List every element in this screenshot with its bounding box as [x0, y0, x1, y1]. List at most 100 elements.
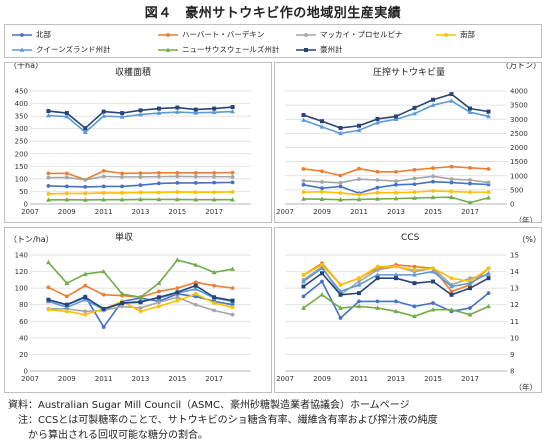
- legend-label-total: 豪州計: [320, 45, 343, 54]
- y-tick-label: 2000: [510, 144, 528, 152]
- data-point-south: [468, 190, 472, 195]
- y-tick-label: 100: [15, 175, 28, 183]
- x-tick-label: 2013: [387, 208, 405, 216]
- data-point-total: [156, 106, 161, 111]
- data-point-queensland: [486, 113, 491, 119]
- data-point-nsw: [449, 194, 454, 200]
- data-point-south: [301, 272, 306, 277]
- data-point-north: [431, 301, 435, 305]
- data-point-north: [193, 181, 198, 185]
- x-tick-label: 2017: [205, 208, 223, 216]
- legend-item-herbert: ハーバート・バーデキン: [157, 29, 264, 40]
- data-point-north: [120, 184, 124, 189]
- data-point-nsw: [467, 312, 473, 317]
- data-point-south: [412, 268, 417, 272]
- data-point-total: [449, 92, 454, 97]
- data-point-nsw: [393, 308, 399, 314]
- data-point-south: [320, 263, 324, 267]
- data-point-south: [431, 189, 435, 193]
- legend-swatch-south: [436, 32, 456, 37]
- data-point-queensland: [46, 113, 51, 118]
- x-tick-label: 2009: [313, 375, 331, 383]
- x-tick-label: 2015: [424, 375, 442, 383]
- data-point-nsw: [174, 257, 180, 262]
- data-point-queensland: [430, 268, 436, 274]
- y-tick-label: 120: [15, 268, 28, 276]
- data-point-herbert: [157, 170, 161, 175]
- chart-svg-1: 圧搾サトウキビ量 （万トン） 0 500 1000 1500 2000 2500 3000 350…: [276, 61, 541, 225]
- data-point-mackay: [83, 309, 88, 314]
- data-point-herbert: [175, 286, 180, 291]
- y-tick-label: 100: [15, 285, 28, 293]
- legend-label-queensland: クイーンズランド州計: [36, 45, 111, 54]
- x-tick-label: 2007: [21, 208, 39, 216]
- data-point-herbert: [449, 289, 454, 294]
- data-point-total: [120, 111, 125, 116]
- data-point-total: [212, 295, 217, 300]
- data-point-mackay: [193, 302, 198, 307]
- data-point-herbert: [46, 171, 51, 176]
- data-point-south: [449, 276, 454, 281]
- series-line-total: [303, 93, 489, 129]
- data-point-queensland: [356, 282, 362, 287]
- y-tick-label: 1000: [510, 172, 528, 180]
- legend-item-south: 南部: [435, 29, 475, 40]
- data-point-herbert: [468, 165, 472, 170]
- data-point-south: [449, 189, 454, 194]
- data-point-total: [468, 286, 472, 291]
- data-point-south: [394, 190, 398, 195]
- y-tick-label: 4000: [510, 88, 528, 96]
- y-tick-label: 10: [510, 334, 519, 342]
- legend-marker-total: [304, 47, 308, 52]
- data-point-mackay: [320, 180, 324, 184]
- data-point-north: [46, 184, 51, 188]
- data-point-mackay: [375, 268, 380, 272]
- data-point-north: [338, 316, 343, 320]
- x-tick-label: 2009: [58, 375, 76, 383]
- y-tick-label: 500: [510, 186, 523, 194]
- legend-item-queensland: クイーンズランド州計: [11, 44, 110, 55]
- data-point-north: [486, 291, 491, 296]
- data-point-north: [375, 185, 380, 190]
- data-point-nsw: [101, 197, 107, 202]
- data-point-queensland: [356, 127, 362, 133]
- data-point-north: [101, 184, 106, 189]
- data-point-south: [138, 190, 143, 195]
- data-point-mackay: [431, 174, 435, 179]
- x-tick-label: 2011: [350, 375, 368, 383]
- chart-svg-0: 収穫面積 （千ha） 0 50 100 150 200 250 300 350 400 450 2007…: [9, 60, 251, 216]
- data-point-nsw: [412, 313, 417, 319]
- data-point-north: [320, 186, 324, 191]
- legend-swatch-nsw: [158, 46, 178, 52]
- data-point-nsw: [486, 195, 491, 200]
- data-point-mackay: [83, 177, 88, 182]
- data-point-north: [301, 294, 306, 299]
- data-point-total: [320, 271, 324, 276]
- chart-title: 収穫面積: [115, 66, 151, 78]
- data-point-north: [157, 181, 161, 186]
- data-point-total: [83, 295, 88, 300]
- data-point-south: [138, 309, 143, 314]
- legend-swatch-mackay: [296, 32, 316, 37]
- data-point-south: [46, 307, 51, 312]
- legend-item-mackay: マッカイ・プロセルピナ: [295, 29, 403, 40]
- data-point-queensland: [338, 130, 343, 136]
- data-point-north: [338, 184, 343, 189]
- data-point-south: [101, 191, 106, 195]
- data-point-queensland: [486, 270, 491, 276]
- data-point-north: [412, 304, 417, 309]
- data-point-nsw: [375, 305, 380, 310]
- legend-label-herbert: ハーバート・バーデキン: [182, 30, 265, 39]
- data-point-south: [83, 312, 88, 317]
- data-point-nsw: [486, 303, 491, 309]
- data-point-total: [486, 276, 491, 281]
- data-point-nsw: [211, 269, 217, 275]
- data-point-south: [486, 190, 491, 195]
- x-axis-label: （年）: [515, 215, 538, 222]
- data-point-north: [468, 181, 472, 186]
- data-point-queensland: [301, 278, 306, 284]
- data-point-herbert: [157, 289, 161, 294]
- data-point-herbert: [64, 294, 69, 299]
- legend-label-south: 南部: [460, 30, 475, 39]
- data-point-south: [212, 301, 217, 305]
